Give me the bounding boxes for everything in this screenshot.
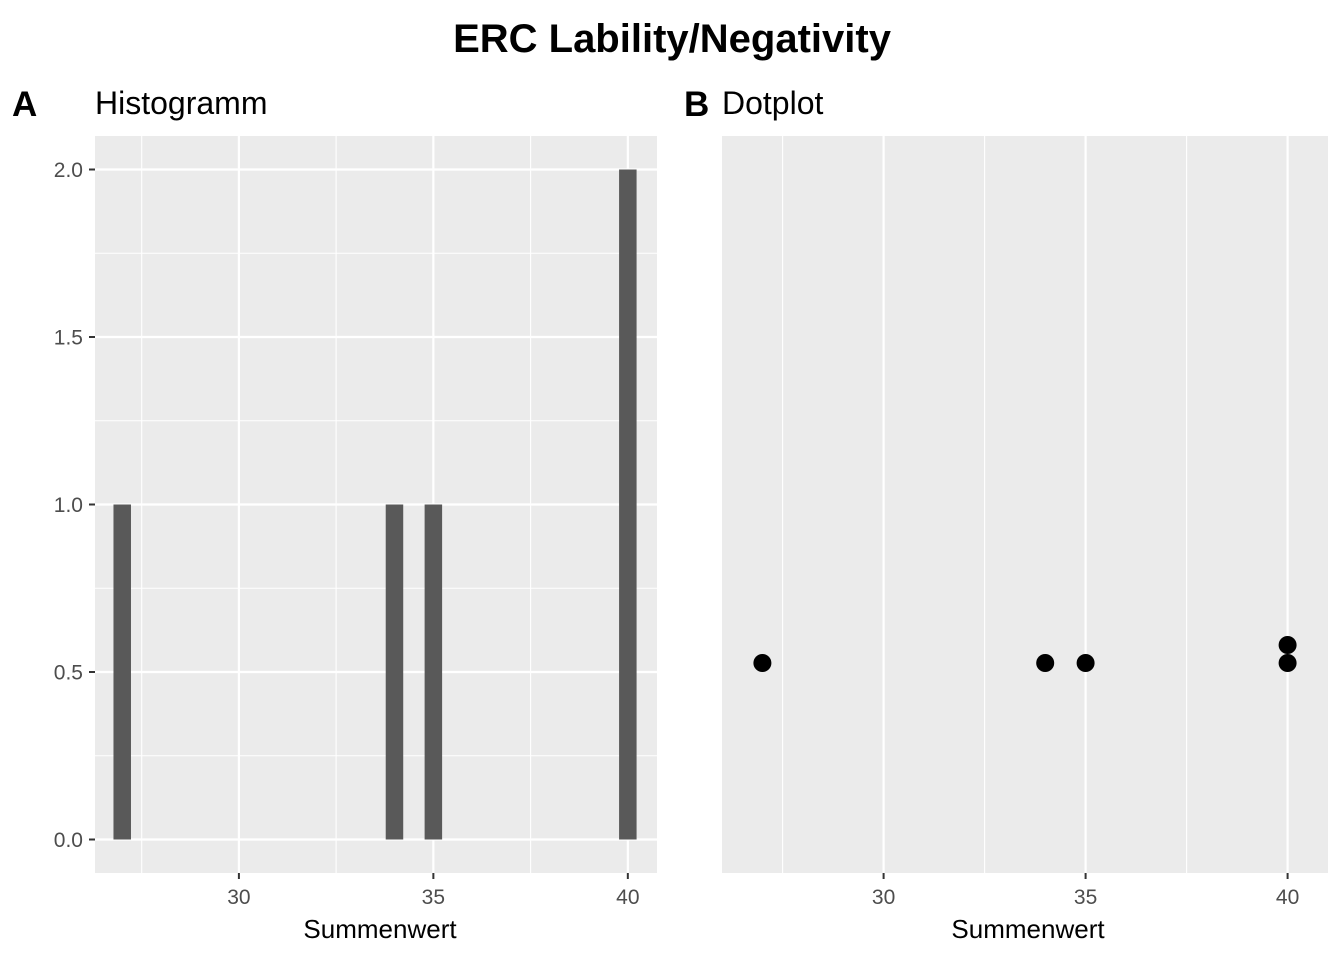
x-tick-label: 30 xyxy=(227,886,250,909)
dot-point xyxy=(1036,654,1055,672)
x-tick-label: 40 xyxy=(1276,886,1299,909)
panel-b-x-axis-title: Summenwert xyxy=(951,914,1105,944)
panel-a-x-axis-title: Summenwert xyxy=(303,914,457,944)
dot-point xyxy=(1076,654,1095,672)
panel-b-tag: B xyxy=(684,85,709,124)
y-tick-label: 2.0 xyxy=(54,159,83,182)
histogram-bar xyxy=(424,504,443,840)
panel-a-tag: A xyxy=(12,85,37,124)
panel-b-grid xyxy=(782,136,1289,873)
panel-a-ticks: 30 35 40 0.0 0.5 1.0 1.5 2.0 xyxy=(54,159,640,909)
y-tick-label: 0.5 xyxy=(54,662,83,685)
figure-title: ERC Lability/Negativity xyxy=(453,17,892,61)
histogram-bar xyxy=(113,504,131,840)
x-tick-label: 35 xyxy=(1074,886,1097,909)
panel-b-title: Dotplot xyxy=(722,85,824,121)
panel-b-points xyxy=(753,636,1297,672)
panel-b: B Dotplot 30 35 40 Summenwert xyxy=(684,85,1328,944)
dot-point xyxy=(753,654,772,672)
y-tick-label: 0.0 xyxy=(54,829,83,852)
x-tick-label: 35 xyxy=(422,886,445,909)
panel-b-background xyxy=(722,136,1328,873)
dot-point xyxy=(1278,654,1297,672)
panel-a-bars xyxy=(113,169,637,840)
histogram-bar xyxy=(385,504,404,840)
x-tick-label: 30 xyxy=(872,886,895,909)
panel-b-ticks: 30 35 40 xyxy=(872,873,1299,909)
histogram-bar xyxy=(619,169,637,840)
panel-a-title: Histogramm xyxy=(95,85,267,121)
panel-a: A Histogramm 30 35 40 0.0 0.5 1.0 1.5 2.0 Summe… xyxy=(12,85,657,944)
dot-point xyxy=(1278,636,1297,654)
y-tick-label: 1.0 xyxy=(54,494,83,517)
x-tick-label: 40 xyxy=(616,886,639,909)
y-tick-label: 1.5 xyxy=(54,327,83,350)
